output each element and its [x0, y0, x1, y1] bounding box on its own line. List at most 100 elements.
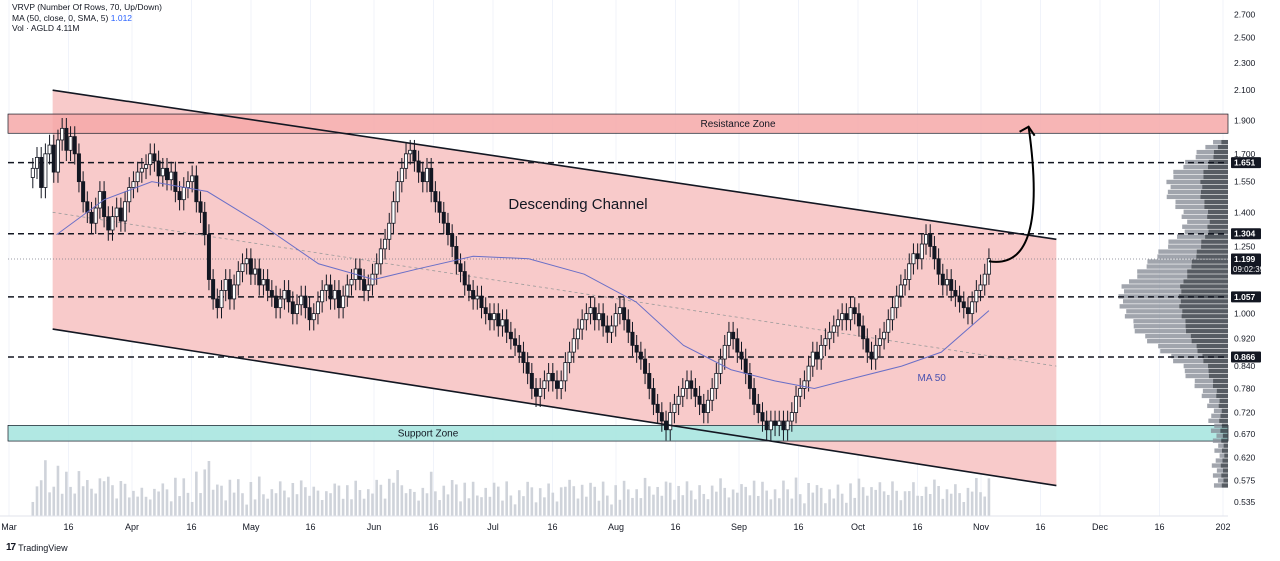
volume-bar — [517, 490, 521, 516]
candle-body — [244, 258, 249, 265]
profile-bar-down — [1200, 179, 1228, 185]
vrvp-legend[interactable]: VRVP (Number Of Rows, 70, Up/Down) — [12, 2, 162, 13]
time-axis[interactable]: Mar 16 Apr 16 May 16 Jun 16 Jul 16 Aug 16 Sep 16 Oct 16… — [0, 515, 1231, 532]
candle — [479, 285, 484, 319]
volume-bar — [891, 481, 894, 516]
price-tick-label: 0.840 — [1234, 361, 1256, 371]
volume-bar — [190, 501, 194, 516]
profile-bar-down — [1208, 373, 1228, 379]
candle — [429, 157, 434, 203]
volume-bar — [438, 500, 441, 516]
profile-bar-down — [1207, 164, 1228, 170]
profile-bar-down — [1217, 144, 1228, 150]
candle-body — [584, 313, 589, 321]
volume-bar — [434, 491, 437, 516]
volume-bar — [945, 489, 949, 516]
candle — [395, 171, 400, 213]
candle — [362, 269, 367, 302]
candle-body — [856, 313, 861, 327]
candle-body — [605, 325, 610, 333]
tradingview-branding[interactable]: 17 TradingView — [6, 542, 68, 553]
candle — [584, 303, 589, 331]
ma-legend-value: 1.012 — [110, 12, 133, 23]
volume-bar — [698, 485, 701, 516]
volume-legend-value: 4.11M — [56, 23, 80, 33]
profile-bar-up — [1209, 398, 1220, 404]
candle-body — [840, 313, 845, 321]
candle — [919, 233, 924, 270]
profile-bin — [1171, 353, 1228, 359]
candle — [697, 385, 702, 416]
volume-bar — [346, 485, 349, 516]
candle — [492, 303, 497, 331]
candle — [819, 334, 824, 370]
candle — [747, 363, 752, 400]
candle-body — [76, 153, 81, 183]
candle-body — [332, 290, 337, 300]
volume-bar — [169, 501, 173, 516]
profile-bin — [1119, 304, 1228, 309]
candle — [622, 297, 627, 331]
profile-bar-down — [1187, 274, 1228, 279]
price-label-text: 0.866 — [1234, 352, 1256, 362]
price-tick-label: 1.700 — [1234, 149, 1256, 159]
profile-bar-up — [1133, 324, 1186, 329]
candle — [102, 181, 107, 228]
volume-bar — [987, 478, 991, 516]
profile-bar-down — [1202, 184, 1228, 190]
volume-bar — [840, 493, 844, 516]
candle-body — [408, 149, 413, 155]
profile-bar-up — [1168, 244, 1202, 249]
time-tick-label: 16 — [64, 522, 74, 532]
candle-body — [848, 307, 853, 321]
volume-bar — [715, 491, 718, 516]
profile-bar-down — [1208, 363, 1228, 369]
volume-bar — [270, 489, 274, 516]
price-tick-label: 0.720 — [1234, 408, 1256, 418]
candle — [689, 370, 694, 400]
volume-bar — [689, 490, 693, 516]
volume-bar — [52, 486, 56, 516]
candle — [844, 303, 849, 331]
candle — [206, 224, 211, 291]
candle — [580, 309, 585, 340]
candle — [726, 321, 731, 357]
profile-bin — [1187, 219, 1228, 224]
profile-bin — [1181, 214, 1228, 219]
candle-body — [668, 412, 673, 431]
profile-bin — [1213, 408, 1228, 414]
price-tick-label: 1.250 — [1234, 241, 1256, 251]
profile-bin — [1213, 483, 1228, 488]
candle-body — [643, 358, 648, 374]
profile-bin — [1168, 239, 1228, 244]
candle-body — [559, 380, 564, 389]
candle-body — [697, 395, 702, 405]
candle-body — [475, 295, 480, 300]
time-tick-label: Dec — [1092, 522, 1109, 532]
volume-bar — [316, 490, 320, 516]
profile-bin — [1195, 154, 1228, 160]
volume-bar — [803, 503, 806, 516]
time-tick-label: Sep — [731, 522, 747, 532]
volume-bar — [815, 485, 819, 516]
volume-bar — [228, 479, 232, 516]
candle — [450, 224, 455, 258]
profile-bin — [1158, 343, 1228, 349]
candle-body — [890, 307, 895, 321]
profile-bar-up — [1171, 353, 1203, 359]
profile-bar-down — [1208, 209, 1228, 215]
candle — [232, 274, 237, 310]
profile-bar-down — [1220, 413, 1228, 418]
profile-bin — [1146, 264, 1228, 269]
candle — [630, 321, 635, 357]
price-tick-label: 0.620 — [1234, 453, 1256, 463]
volume-bar — [551, 492, 555, 516]
volume-bar — [660, 495, 664, 516]
volume-bars — [31, 460, 991, 516]
candle — [617, 297, 622, 325]
candle — [936, 248, 941, 285]
candle-body — [462, 271, 467, 286]
ma-legend[interactable]: MA (50, close, 0, SMA, 5) 1.012 — [12, 13, 162, 24]
volume-legend[interactable]: Vol · AGLD 4.11M — [12, 23, 162, 34]
